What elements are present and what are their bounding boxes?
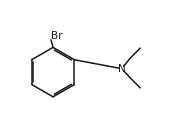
Text: N: N bbox=[118, 64, 126, 74]
Text: Br: Br bbox=[51, 31, 62, 41]
